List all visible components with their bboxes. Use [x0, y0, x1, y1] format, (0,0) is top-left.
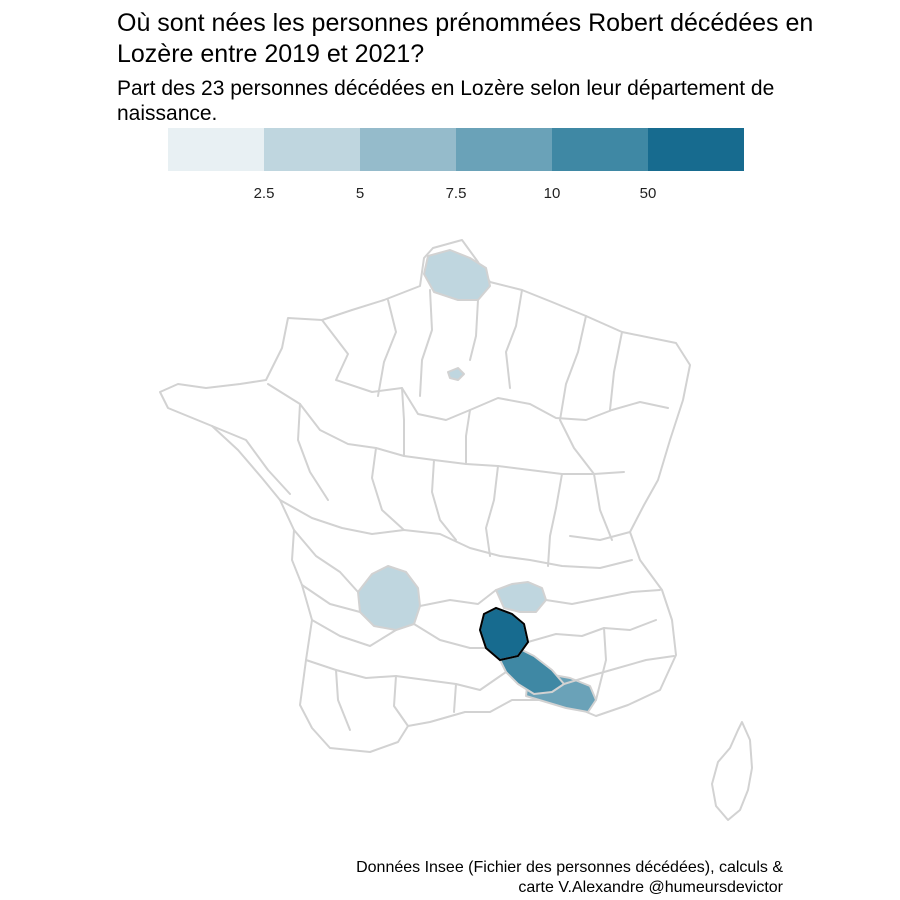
legend-color-box: [552, 128, 648, 171]
department-border: [453, 683, 457, 713]
department-border: [419, 589, 497, 607]
department-border: [431, 459, 457, 541]
department-border: [465, 409, 471, 465]
department-border: [563, 655, 675, 685]
legend-break-label: 2.5: [254, 185, 275, 202]
legend-color-box: [360, 128, 456, 171]
department-border: [559, 315, 587, 421]
department-border: [335, 669, 351, 731]
lozere-highlight-outline: [478, 606, 530, 662]
department-border: [609, 331, 623, 411]
legend-break-label: 50: [640, 185, 657, 202]
caption-line-2: carte V.Alexandre @humeursdevictor: [518, 879, 783, 896]
legend-color-boxes: [168, 128, 744, 171]
dept-pas-de-calais: [423, 249, 491, 301]
legend-color-box: [168, 128, 264, 171]
department-border: [401, 387, 405, 457]
france-map: [159, 239, 753, 821]
department-border: [527, 619, 657, 643]
department-border: [569, 531, 631, 541]
department-border: [559, 419, 595, 475]
department-border: [293, 529, 359, 593]
department-border: [419, 289, 433, 397]
legend-color-box: [648, 128, 744, 171]
legend-color-box: [456, 128, 552, 171]
department-border: [371, 447, 405, 531]
department-border: [305, 659, 507, 691]
department-border: [301, 584, 361, 613]
map-subtitle: Part des 23 personnes décédées en Lozère…: [117, 77, 775, 125]
department-border: [393, 675, 409, 727]
corsica-outline: [711, 721, 753, 821]
department-border: [311, 619, 397, 647]
source-caption: Données Insee (Fichier des personnes déc…: [183, 858, 783, 898]
map-title: Où sont nées les personnes prénommées Ro…: [117, 9, 814, 68]
dept-paris: [447, 367, 465, 381]
department-border: [297, 403, 329, 501]
department-border: [547, 473, 563, 567]
department-border: [469, 299, 479, 361]
department-border: [485, 465, 499, 557]
legend-break-labels: 2.5 5 7.5 10 50: [254, 185, 657, 202]
department-border: [413, 623, 487, 649]
caption-line-1: Données Insee (Fichier des personnes déc…: [356, 859, 783, 876]
department-border: [595, 627, 607, 701]
department-border: [377, 299, 397, 397]
department-border: [279, 499, 633, 569]
mainland-outline: [159, 239, 691, 753]
department-border: [211, 425, 291, 495]
legend-break-label: 7.5: [446, 185, 467, 202]
legend-color-box: [264, 128, 360, 171]
legend-break-label: 5: [356, 185, 364, 202]
legend-break-label: 10: [544, 185, 561, 202]
department-border: [593, 473, 613, 541]
department-border: [545, 589, 661, 605]
dept-haute-loire: [495, 581, 547, 613]
department-border: [505, 289, 523, 389]
color-legend: 2.5 5 7.5 10 50: [168, 128, 744, 202]
